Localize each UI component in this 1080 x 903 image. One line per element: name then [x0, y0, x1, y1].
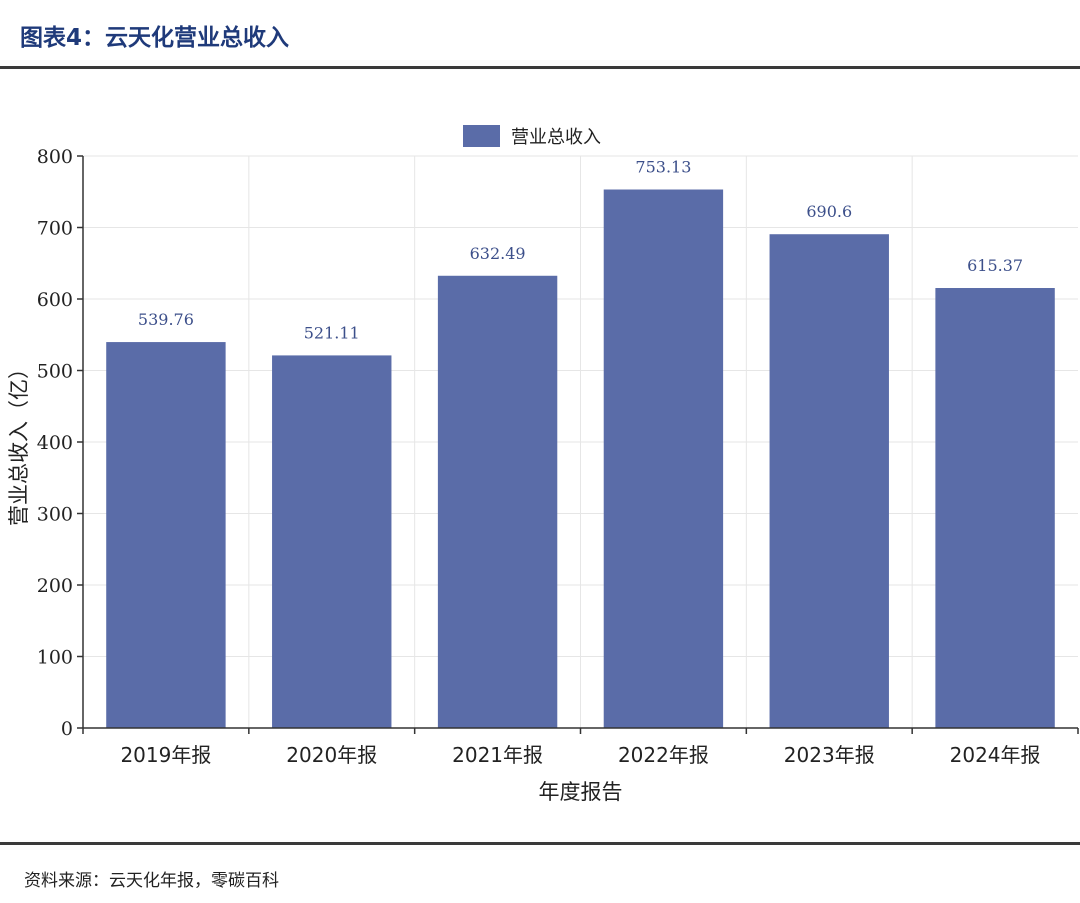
bar [769, 234, 889, 728]
figure-title: 图表4：云天化营业总收入 [20, 25, 290, 51]
y-tick-label: 400 [37, 432, 73, 454]
y-tick-label: 200 [37, 575, 73, 597]
x-tick-label: 2024年报 [950, 743, 1041, 767]
bar [603, 189, 724, 728]
y-tick-label: 0 [61, 718, 73, 740]
y-tick-label: 500 [37, 361, 73, 383]
x-tick-label: 2021年报 [452, 743, 543, 767]
legend-swatch [463, 125, 500, 147]
bottom-rule [0, 842, 1080, 845]
y-tick-label: 700 [37, 218, 73, 240]
bar [106, 342, 226, 728]
data-label: 753.13 [635, 158, 691, 177]
source-note: 资料来源：云天化年报，零碳百科 [24, 871, 279, 891]
data-label: 539.76 [138, 310, 194, 329]
top-rule [0, 66, 1080, 69]
y-tick-label: 300 [37, 504, 73, 526]
data-label: 690.6 [806, 202, 852, 221]
bar [935, 288, 1055, 728]
data-label: 632.49 [470, 244, 526, 263]
x-tick-label: 2019年报 [120, 743, 211, 767]
x-tick-label: 2020年报 [286, 743, 377, 767]
bar [272, 355, 392, 728]
x-axis-title: 年度报告 [539, 780, 623, 804]
bar [437, 275, 558, 728]
x-tick-label: 2023年报 [784, 743, 875, 767]
data-label: 615.37 [967, 256, 1023, 275]
y-axis-title: 营业总收入（亿） [7, 358, 31, 526]
y-tick-label: 600 [37, 289, 73, 311]
y-tick-label: 100 [37, 647, 73, 669]
legend-label: 营业总收入 [511, 127, 601, 148]
y-tick-label: 800 [37, 146, 73, 168]
bar-chart: 539.76 521.11 632.49 753.13 690.6 615.37 0 100 2… [7, 125, 1079, 804]
x-tick-label: 2022年报 [618, 743, 709, 767]
data-label: 521.11 [304, 323, 360, 342]
